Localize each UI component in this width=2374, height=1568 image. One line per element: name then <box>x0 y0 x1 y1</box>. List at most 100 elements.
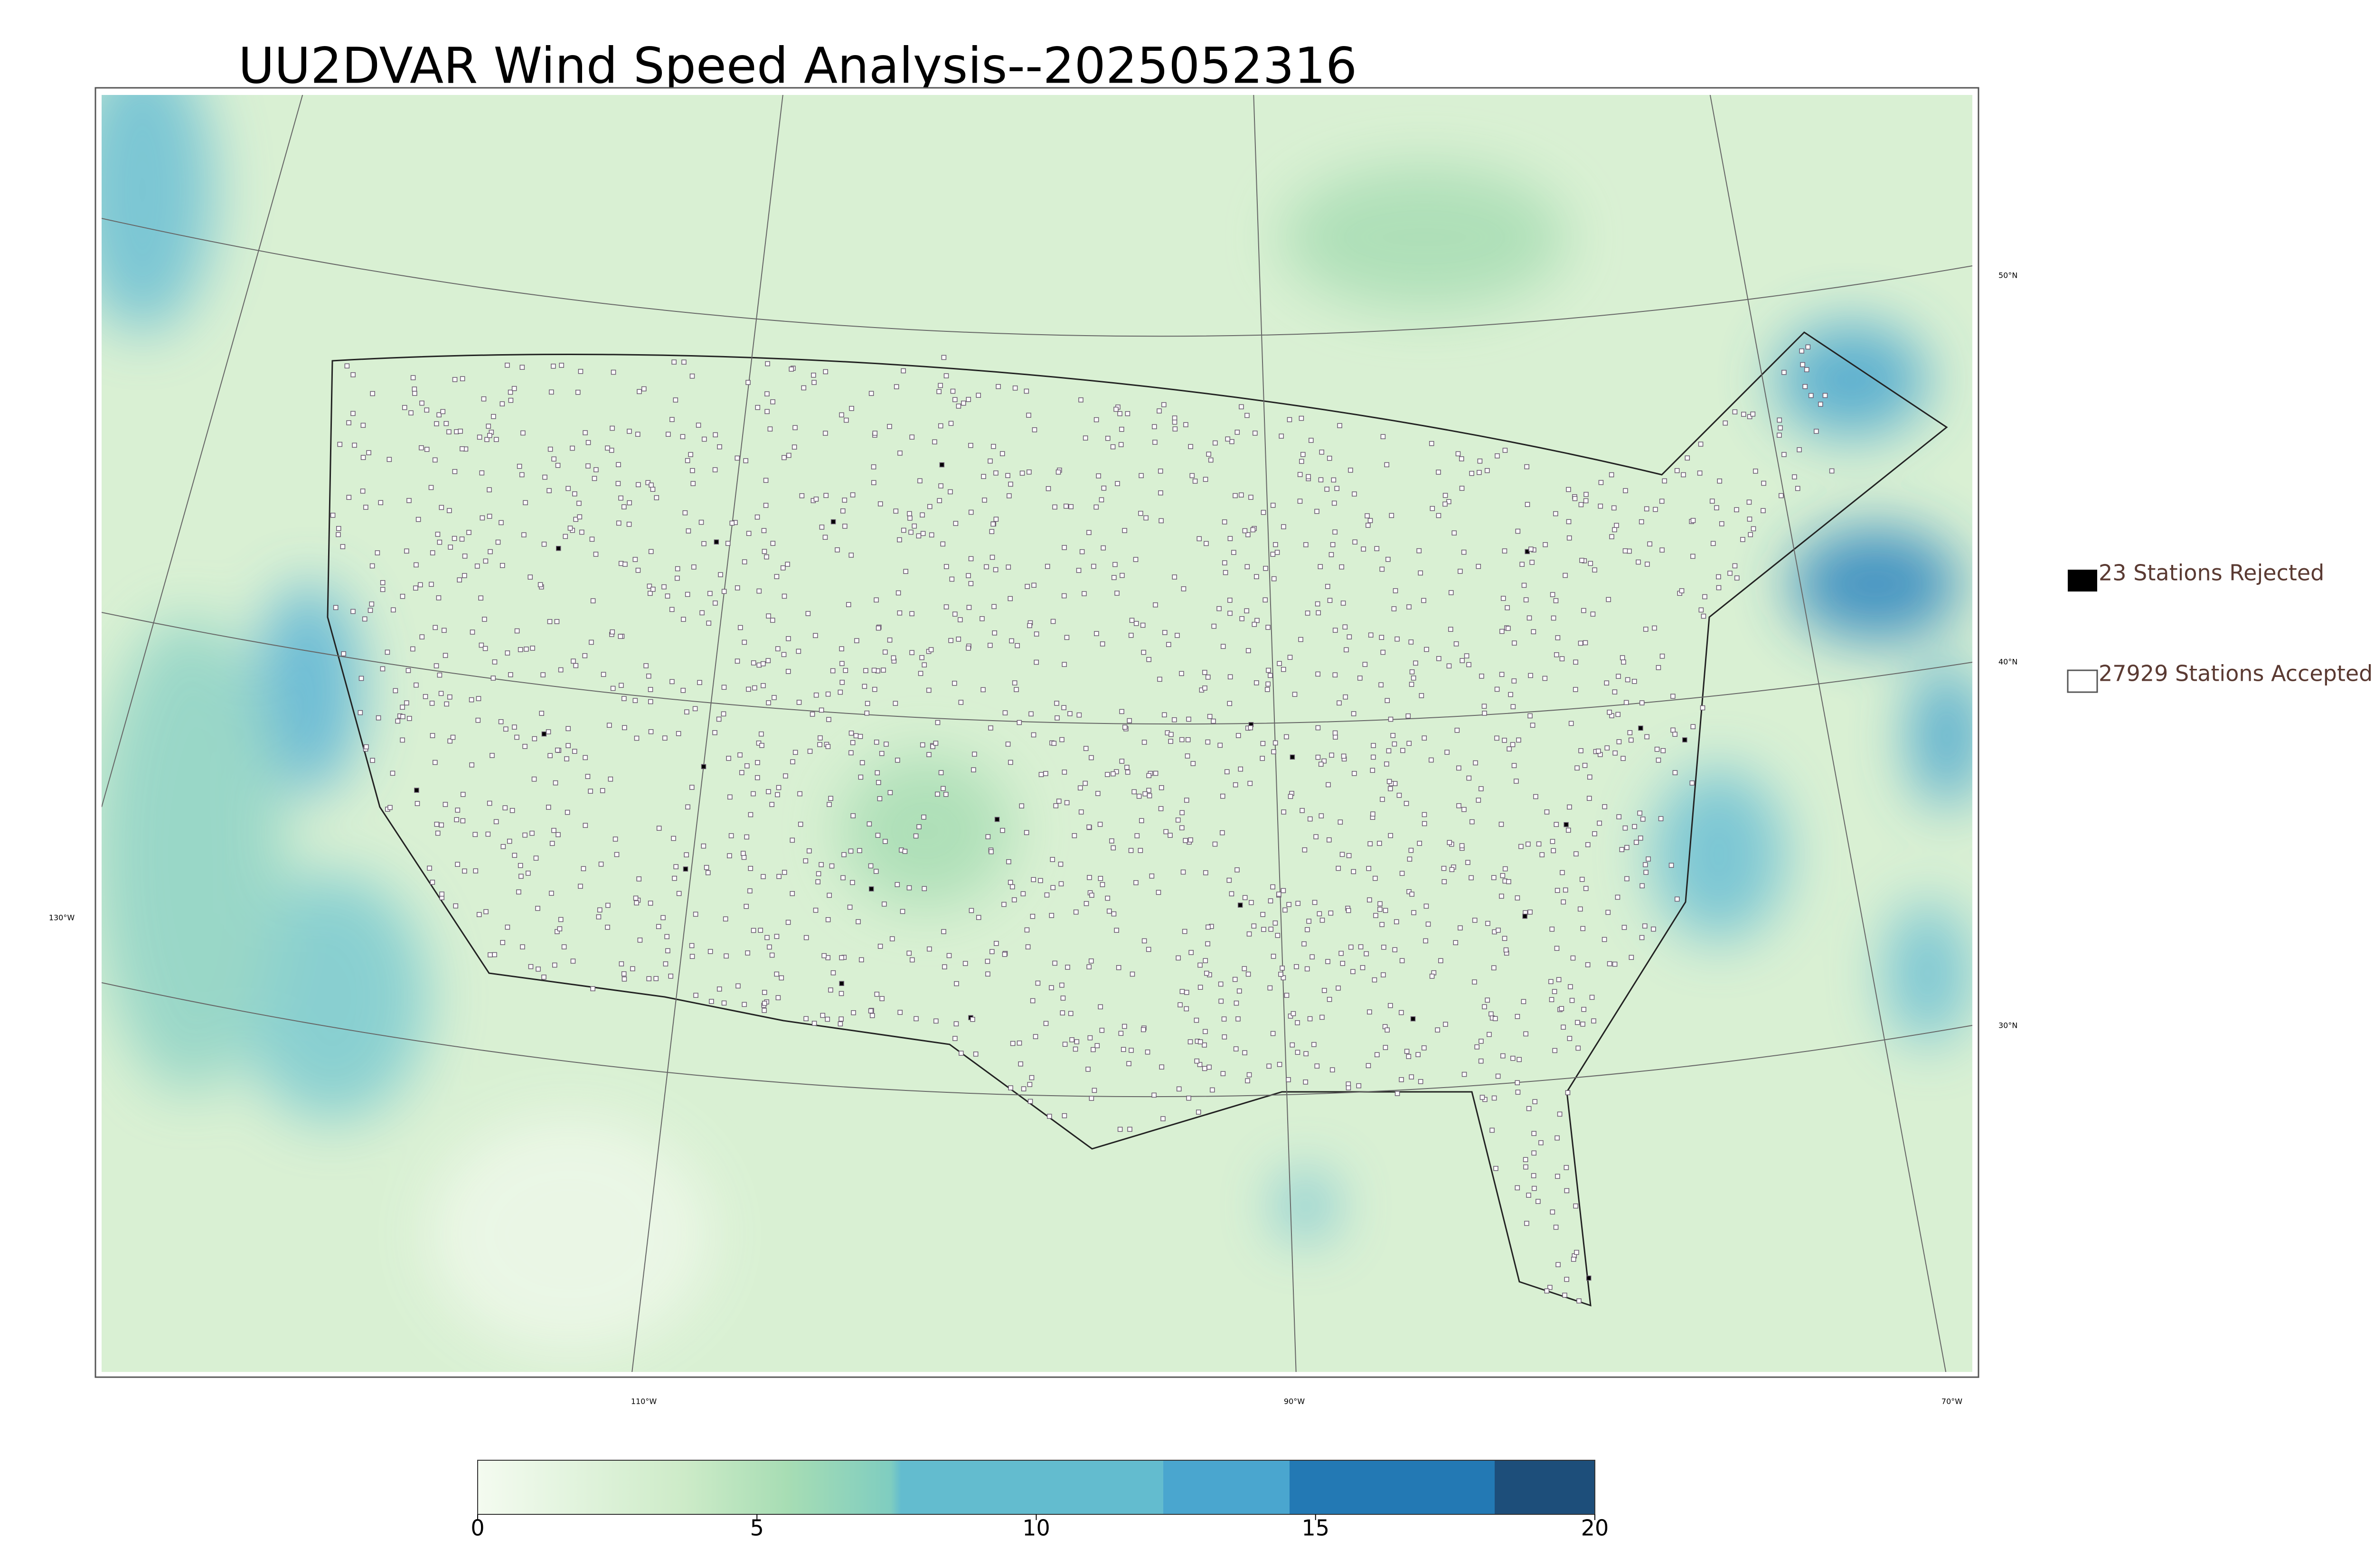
station <box>742 639 747 645</box>
station <box>1044 892 1050 898</box>
station <box>826 717 831 722</box>
station <box>1717 479 1722 484</box>
station <box>1740 537 1745 542</box>
station <box>838 1021 843 1027</box>
station <box>1524 1221 1529 1226</box>
station <box>1612 961 1618 967</box>
station <box>1053 803 1059 808</box>
station <box>893 701 898 706</box>
station <box>622 696 627 701</box>
station <box>386 457 392 462</box>
station <box>1064 635 1070 640</box>
station <box>781 652 787 657</box>
station <box>1390 733 1396 738</box>
station <box>1365 513 1370 518</box>
station <box>721 589 727 594</box>
station <box>656 826 662 831</box>
station <box>1639 883 1645 889</box>
station <box>340 544 346 549</box>
station <box>563 534 568 539</box>
station <box>1315 671 1320 677</box>
station <box>1444 750 1450 755</box>
station <box>839 661 845 667</box>
station <box>556 832 561 837</box>
station <box>1515 528 1521 534</box>
station <box>1058 862 1064 867</box>
station <box>1280 966 1285 971</box>
station <box>917 478 923 484</box>
station <box>528 964 534 969</box>
station <box>607 723 612 728</box>
station <box>616 520 622 526</box>
station <box>1027 623 1032 629</box>
station <box>647 583 652 589</box>
station <box>991 604 997 610</box>
station <box>1202 1066 1207 1071</box>
station <box>766 789 771 794</box>
station <box>1281 888 1286 893</box>
station <box>1205 941 1210 947</box>
station <box>1423 938 1428 944</box>
station <box>755 775 760 780</box>
station <box>1332 672 1338 677</box>
station <box>1409 892 1414 897</box>
station <box>876 625 881 631</box>
station <box>920 512 925 518</box>
station <box>1286 1077 1291 1082</box>
station <box>1303 1051 1309 1056</box>
station <box>1184 990 1189 995</box>
station <box>410 375 416 380</box>
station <box>790 759 795 764</box>
station <box>735 658 740 664</box>
station <box>452 535 457 541</box>
station <box>537 582 543 587</box>
station <box>1197 962 1203 968</box>
station <box>1043 771 1048 776</box>
station <box>336 532 341 537</box>
station <box>1639 935 1645 940</box>
station <box>684 852 689 857</box>
station <box>1602 937 1607 942</box>
station <box>1281 667 1286 672</box>
station <box>1747 414 1752 419</box>
station <box>1099 497 1104 503</box>
station <box>817 742 822 747</box>
station <box>1203 870 1208 875</box>
station <box>1126 1061 1131 1066</box>
station <box>1506 626 1511 631</box>
station <box>737 752 743 758</box>
station <box>1456 803 1461 808</box>
station <box>1099 1028 1105 1033</box>
station <box>1418 1079 1423 1084</box>
station <box>1623 488 1628 493</box>
station <box>857 848 862 854</box>
station <box>1436 469 1441 475</box>
station <box>370 391 375 396</box>
station <box>1076 712 1082 718</box>
station <box>1124 765 1130 770</box>
station <box>825 691 831 697</box>
station <box>1362 662 1368 667</box>
station <box>721 685 727 690</box>
station <box>874 597 879 603</box>
station <box>705 870 711 875</box>
station <box>1566 487 1571 492</box>
station <box>433 760 438 765</box>
station <box>635 432 641 437</box>
station <box>989 554 995 560</box>
station <box>839 646 844 651</box>
station <box>1800 362 1805 367</box>
station <box>761 528 767 533</box>
station <box>1423 903 1429 909</box>
station <box>1327 456 1332 461</box>
station <box>1634 840 1639 845</box>
station <box>1062 545 1067 550</box>
station <box>908 529 914 535</box>
station <box>1533 794 1538 799</box>
station <box>558 667 564 673</box>
station <box>333 605 339 610</box>
station <box>369 563 375 569</box>
station <box>946 953 952 958</box>
station <box>848 730 854 736</box>
